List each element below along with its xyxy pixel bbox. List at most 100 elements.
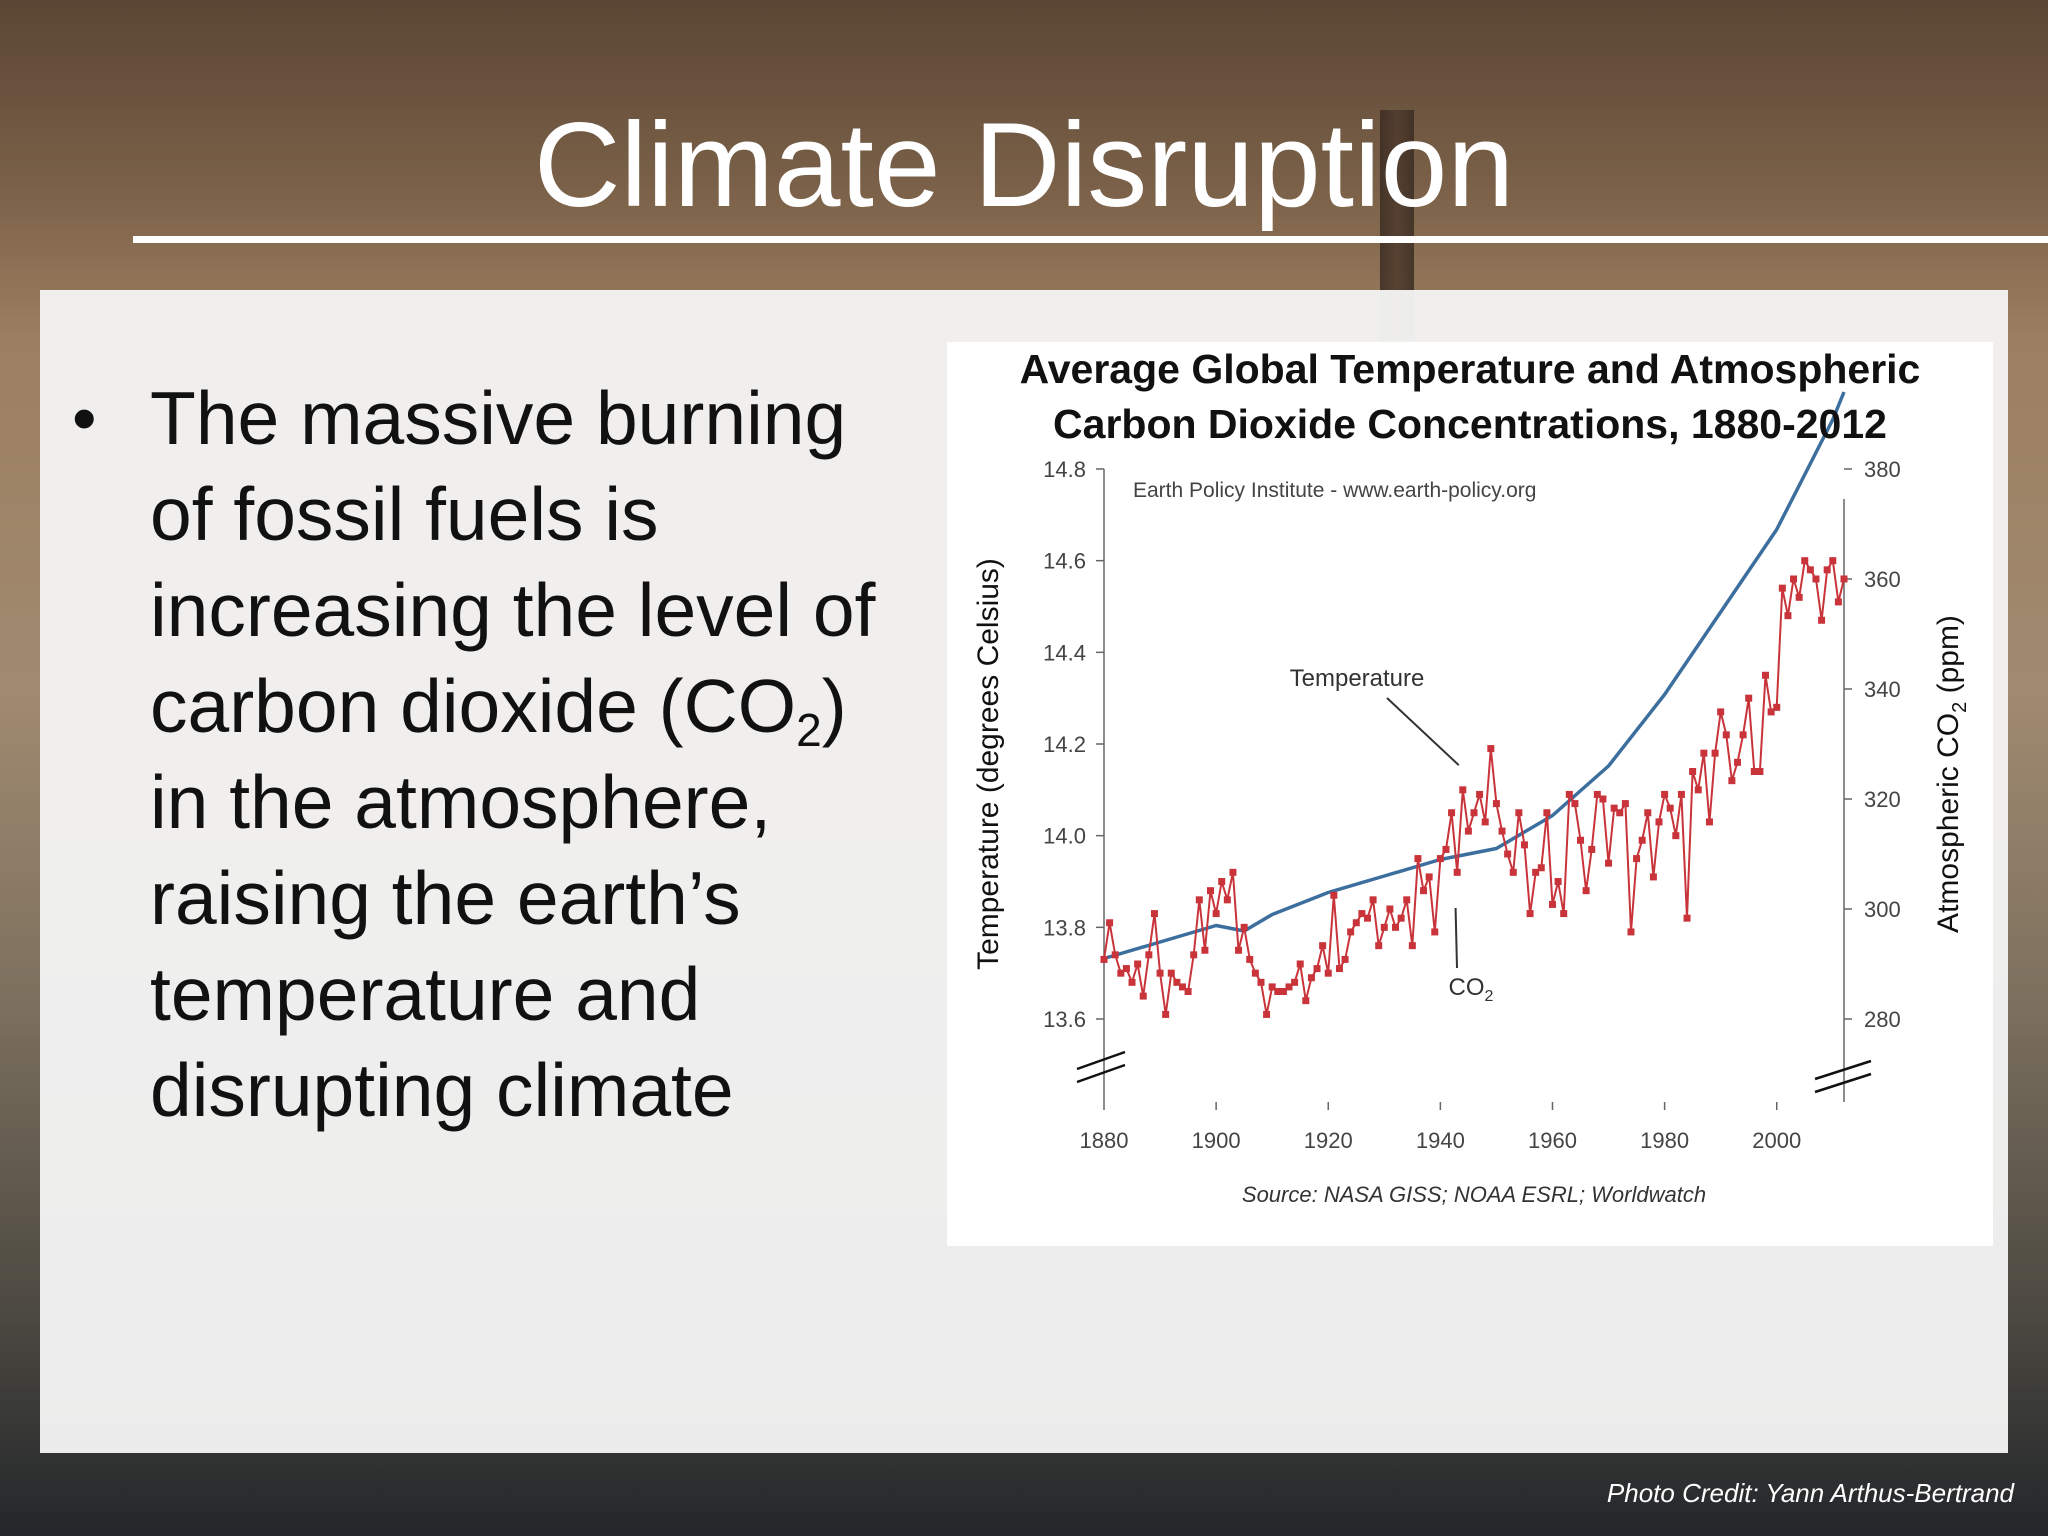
temperature-point (1307, 974, 1315, 982)
bullet-item: The massive burning of fossil fuels is inc… (72, 370, 952, 1138)
temperature-point (1526, 910, 1534, 918)
temperature-point (1369, 896, 1377, 904)
temperature-point (1672, 832, 1680, 840)
axis-break-right (1814, 1072, 1872, 1094)
chart-title: Average Global Temperature and Atmospher… (947, 342, 1993, 452)
bullet-line-3: increasing the level of (150, 568, 876, 652)
y2-tick-label: 340 (1864, 677, 1901, 702)
temperature-point (1392, 923, 1400, 931)
title-underline (133, 236, 2048, 243)
temperature-point (1773, 703, 1781, 711)
temperature-point (1532, 868, 1540, 876)
temperature-point (1610, 804, 1618, 812)
temperature-point (1122, 965, 1130, 973)
temperature-point (1750, 768, 1758, 775)
y-tick-label: 14.0 (1043, 824, 1086, 849)
temperature-point (1274, 988, 1282, 995)
temperature-point (1240, 923, 1248, 931)
temperature-point (1128, 978, 1136, 986)
temperature-point (1520, 841, 1528, 849)
temperature-point (1582, 887, 1590, 895)
temperature-point (1565, 790, 1573, 798)
temperature-point (1285, 983, 1293, 991)
temperature-point (1184, 988, 1192, 995)
y2-tick-label: 380 (1864, 457, 1901, 482)
temperature-point (1257, 978, 1265, 986)
temperature-point (1722, 731, 1730, 739)
temperature-point (1481, 818, 1489, 826)
temperature-point (1633, 855, 1641, 863)
temperature-point (1767, 708, 1775, 716)
temperature-point (1638, 836, 1646, 844)
temperature-point (1229, 868, 1237, 876)
temperature-point (1554, 878, 1562, 885)
x-tick-label: 1940 (1416, 1128, 1465, 1153)
temperature-series-line (1103, 557, 1845, 1015)
temperature-point (1352, 919, 1360, 927)
temperature-point (1190, 951, 1198, 959)
temperature-point (1403, 896, 1411, 904)
temperature-point (1375, 942, 1383, 950)
temperature-point (1834, 598, 1842, 606)
y2-tick-label: 280 (1864, 1007, 1901, 1032)
temperature-point (1492, 800, 1500, 808)
temperature-point (1476, 790, 1484, 798)
temperature-point (1117, 969, 1125, 977)
temperature-point (1324, 969, 1332, 977)
temperature-point (1156, 969, 1164, 977)
temperature-point (1408, 942, 1416, 950)
temperature-point (1801, 557, 1809, 565)
temperature-point (1330, 891, 1338, 899)
temperature-point (1593, 790, 1601, 798)
temperature-point (1537, 864, 1545, 872)
temperature-point (1795, 593, 1803, 601)
temperature-point (1812, 575, 1820, 583)
x-tick-label: 1900 (1192, 1128, 1241, 1153)
axis-break-left (1076, 1050, 1126, 1071)
axis-break-right (1814, 1059, 1872, 1081)
temperature-point (1431, 928, 1439, 936)
temperature-point (1223, 896, 1231, 904)
temperature-point (1302, 997, 1310, 1005)
temperature-point (1498, 827, 1506, 835)
temperature-point (1588, 845, 1596, 853)
temperature-point (1212, 910, 1220, 918)
temperature-point (1207, 887, 1215, 895)
chart-title-line-1: Average Global Temperature and Atmospher… (1019, 346, 1921, 392)
bullet-line-5: in the atmosphere, (150, 760, 772, 844)
y-tick-label: 14.6 (1043, 549, 1086, 574)
bullet-line-2: of fossil fuels is (150, 472, 659, 556)
temperature-point (1745, 694, 1753, 702)
temperature-point (1739, 731, 1747, 739)
temperature-point (1666, 804, 1674, 812)
temperature-co2-chart: 13.6 13.8 14.0 14.2 14.4 14.6 14.8 280 300 320 340… (972, 391, 1971, 1207)
temperature-point (1195, 896, 1203, 904)
temperature-point (1644, 809, 1652, 817)
temperature-point (1111, 951, 1119, 959)
temperature-point (1818, 616, 1826, 624)
source-text: Source: NASA GISS; NOAA ESRL; Worldwatch (1242, 1182, 1706, 1207)
temperature-annotation-leader (1386, 697, 1460, 766)
temperature-point (1700, 749, 1708, 757)
temperature-point (1621, 800, 1629, 808)
co2-subscript: 2 (796, 704, 822, 756)
temperature-point (1167, 969, 1175, 977)
temperature-point (1543, 809, 1551, 817)
temperature-point (1319, 942, 1327, 950)
temperature-point (1778, 584, 1786, 592)
temperature-point (1425, 873, 1433, 881)
bullet-line-4: carbon dioxide (CO (150, 664, 797, 748)
temperature-point (1251, 969, 1259, 977)
chart-title-line-2: Carbon Dioxide Concentrations, 1880-2012 (1053, 401, 1887, 447)
temperature-point (1599, 795, 1607, 803)
temperature-point (1790, 575, 1798, 583)
temperature-annotation-label: Temperature (1290, 665, 1425, 692)
temperature-point (1470, 809, 1478, 817)
temperature-point (1689, 768, 1697, 775)
temperature-point (1683, 914, 1691, 922)
bullet-list: The massive burning of fossil fuels is inc… (72, 370, 952, 1138)
temperature-point (1655, 818, 1663, 826)
co2-annotation-leader (1454, 907, 1458, 969)
temperature-point (1509, 868, 1517, 876)
temperature-point (1347, 928, 1355, 936)
